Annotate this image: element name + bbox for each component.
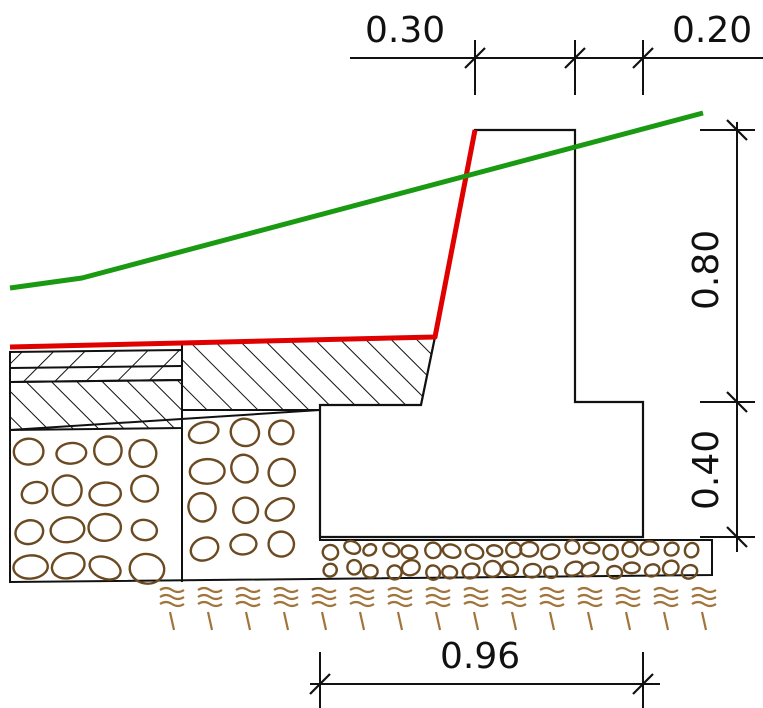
stone-mark <box>424 541 443 560</box>
stone-mark <box>128 438 158 469</box>
retaining-wall <box>318 128 645 539</box>
top-dimension: 0.30 0.20 <box>350 10 763 95</box>
stone-mark <box>564 538 581 555</box>
stone-mark <box>400 559 421 577</box>
stone-mark <box>540 543 561 561</box>
stone-mark <box>264 497 296 522</box>
bottom-dimension: 0.96 <box>309 636 660 708</box>
stone-mark <box>400 544 419 560</box>
stone-mark <box>425 564 442 581</box>
stone-mark <box>87 512 123 543</box>
stone-mark <box>680 563 699 580</box>
stone-mark <box>519 540 540 558</box>
stone-mark <box>485 544 504 558</box>
excavation-line <box>9 129 478 350</box>
soil-mark <box>539 586 565 631</box>
dim-label-upper: 0.80 <box>686 230 727 310</box>
stone-mark <box>362 542 378 557</box>
stone-mark <box>564 560 584 577</box>
stone-mark <box>232 496 260 525</box>
dim-label-lower: 0.40 <box>686 430 727 510</box>
soil-mark <box>425 586 451 631</box>
stone-mark <box>361 564 379 579</box>
stone-mark <box>322 562 338 578</box>
stone-mark <box>461 562 481 580</box>
stone-mark <box>267 419 295 446</box>
stone-mark <box>187 420 220 445</box>
stone-mark <box>267 457 297 488</box>
stone-mark <box>12 554 49 580</box>
backfill-wedge <box>181 335 437 411</box>
stone-mark <box>49 516 86 544</box>
stone-mark <box>606 564 624 580</box>
stone-mark <box>501 560 520 577</box>
soil-mark <box>197 586 223 631</box>
dim-label-top-left: 0.30 <box>365 10 445 51</box>
soil-mark <box>691 586 717 631</box>
stone-mark <box>128 552 166 585</box>
stone-mark <box>130 474 160 503</box>
stone-mark <box>88 555 122 581</box>
stone-mark <box>189 536 220 562</box>
dim-label-bottom: 0.96 <box>440 636 520 677</box>
stone-mark <box>321 543 340 561</box>
soil-mark <box>159 586 185 631</box>
stone-mark <box>20 480 49 505</box>
soil-mark <box>273 586 299 631</box>
stone-mark <box>441 543 462 559</box>
stone-mark <box>643 563 661 578</box>
stone-mark <box>580 561 600 578</box>
stone-mark <box>683 541 700 559</box>
stone-mark <box>622 561 641 575</box>
stone-mark <box>661 559 680 577</box>
soil-mark <box>615 586 641 631</box>
soil-mark <box>463 586 489 631</box>
stone-mark <box>187 491 217 523</box>
terrain-line <box>9 110 704 291</box>
stone-mark <box>14 519 45 546</box>
right-dimension: 0.80 0.40 <box>686 119 755 552</box>
stone-mark <box>343 539 362 555</box>
stone-mark <box>346 558 363 576</box>
stone-mark <box>639 540 660 557</box>
stone-mark <box>55 441 88 465</box>
soil-mark <box>235 586 261 631</box>
dim-label-top-right: 0.20 <box>672 10 752 51</box>
stone-mark <box>50 551 86 580</box>
gravel-layer <box>9 345 713 585</box>
stone-mark <box>602 543 619 561</box>
stone-mark <box>482 559 503 579</box>
stone-mark <box>130 518 159 542</box>
stone-mark <box>229 533 258 556</box>
stone-mark <box>382 541 401 558</box>
stone-mark <box>663 541 680 557</box>
soil-mark <box>349 586 375 631</box>
stone-mark <box>621 540 639 558</box>
stone-mark <box>93 435 123 466</box>
stone-mark <box>522 562 542 579</box>
stone-mark <box>51 474 83 507</box>
stone-mark <box>88 481 123 507</box>
soil-mark <box>501 586 527 631</box>
stone-mark <box>441 564 459 580</box>
soil-mark <box>311 586 337 631</box>
stone-mark <box>582 541 601 555</box>
stone-mark <box>267 530 296 558</box>
stone-mark <box>12 437 45 466</box>
soil-mark <box>577 586 603 631</box>
subsoil-hatching <box>159 586 717 631</box>
stone-mark <box>229 417 261 448</box>
pavement-layers <box>9 348 183 432</box>
stone-mark <box>464 543 485 560</box>
soil-mark <box>387 586 413 631</box>
stone-mark <box>230 453 259 484</box>
soil-mark <box>653 586 679 631</box>
stone-mark <box>542 565 559 580</box>
stone-mark <box>188 457 226 485</box>
